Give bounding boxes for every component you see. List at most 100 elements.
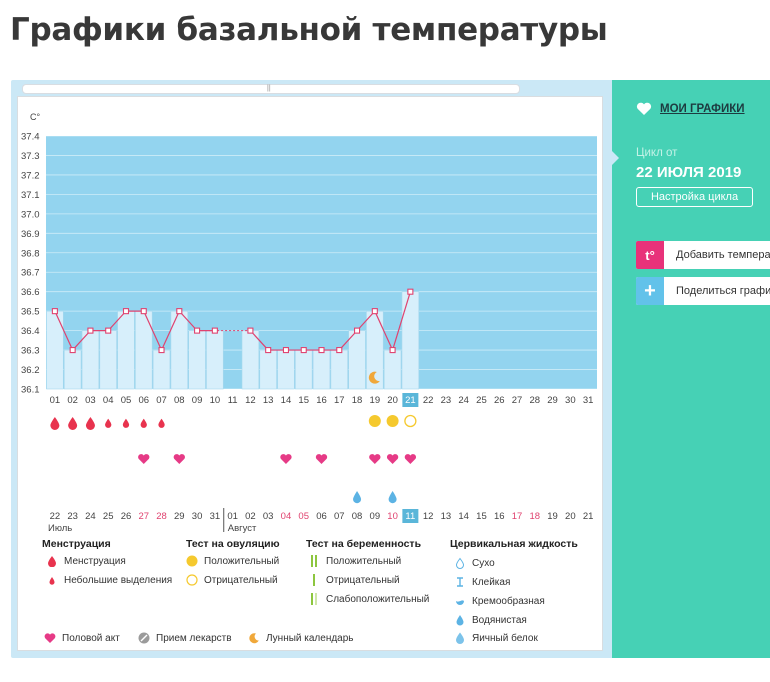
temperature-bar xyxy=(401,291,420,390)
legend-intercourse: Половой акт xyxy=(44,632,120,644)
legend-medication-label: Прием лекарств xyxy=(156,632,232,644)
temperature-bar xyxy=(259,349,277,390)
double-bar-icon xyxy=(311,555,317,567)
day-label: 30 xyxy=(565,395,576,406)
legend-cervical-eggwhite-label: Яичный белок xyxy=(472,632,538,644)
sticky-icon xyxy=(457,577,463,587)
add-temperature-button[interactable]: t° Добавить температуру xyxy=(636,241,770,269)
legend-cervical-creamy-label: Кремообразная xyxy=(472,595,545,607)
scrollbar-grip-icon[interactable]: || xyxy=(267,85,271,92)
plus-icon: + xyxy=(636,277,664,305)
temperature-bar xyxy=(312,349,331,390)
moon-icon xyxy=(368,371,380,384)
day-label: 12 xyxy=(245,395,256,406)
my-charts-link[interactable]: МОИ ГРАФИКИ xyxy=(636,102,745,116)
today-date-highlight xyxy=(402,509,419,523)
date-label: 18 xyxy=(530,511,541,522)
legend-cervical-eggwhite: Яичный белок xyxy=(454,632,538,644)
legend-lunar-label: Лунный календарь xyxy=(266,632,354,644)
temperature-bar xyxy=(241,330,260,390)
temperature-bar xyxy=(117,310,135,390)
date-label: 27 xyxy=(138,511,149,522)
day-label: 20 xyxy=(387,395,398,406)
sidebar-pointer xyxy=(611,150,619,166)
share-chart-button[interactable]: + Поделиться графиком xyxy=(636,277,770,305)
y-tick-label: 36.6 xyxy=(21,287,40,298)
creamy-icon xyxy=(456,600,464,605)
legend-spotting-label: Небольшие выделения xyxy=(64,574,173,586)
legend-pregnancy-negative-label: Отрицательный xyxy=(326,574,400,586)
y-tick-label: 36.3 xyxy=(21,346,40,357)
ovulation-negative-icon xyxy=(404,414,417,428)
day-label: 08 xyxy=(174,395,185,406)
temperature-point xyxy=(353,327,361,334)
legend-ovulation-negative: Отрицательный xyxy=(186,574,278,586)
temperature-point xyxy=(282,347,290,354)
y-tick-label: 36.8 xyxy=(21,248,40,259)
legend-cervical-sticky: Клейкая xyxy=(454,576,510,588)
horizontal-scrollbar[interactable]: || xyxy=(22,84,520,94)
date-label: 31 xyxy=(210,511,221,522)
temperature-point xyxy=(407,288,414,295)
date-label: 07 xyxy=(334,511,345,522)
day-label: 19 xyxy=(370,395,381,406)
temperature-icon: t° xyxy=(636,241,664,269)
day-label: 26 xyxy=(494,395,505,406)
day-label: 25 xyxy=(476,395,487,406)
date-label: 01 xyxy=(227,511,238,522)
cycle-settings-button[interactable]: Настройка цикла xyxy=(636,187,753,207)
date-label: 30 xyxy=(192,511,203,522)
day-label: 05 xyxy=(121,395,132,406)
date-label: 26 xyxy=(121,511,132,522)
temperature-point xyxy=(158,347,165,354)
temperature-bar xyxy=(81,330,100,390)
moon-icon xyxy=(249,633,259,644)
small-blood-drop-icon xyxy=(140,418,147,428)
blood-drop-icon xyxy=(85,417,95,430)
day-label: 11 xyxy=(228,395,238,406)
temperature-point xyxy=(122,308,130,315)
legend-cervical-watery-label: Водянистая xyxy=(472,614,527,626)
temperature-point xyxy=(87,327,94,334)
bbt-chart[interactable]: С° 37.4 37.3 37.2 37.1 37.0 36.9 36.8 36.7 36.6 36… xyxy=(18,97,602,650)
temperature-bar xyxy=(63,349,82,390)
page-title: Графики базальной температуры xyxy=(10,12,608,48)
legend-cervical-watery: Водянистая xyxy=(454,614,527,626)
temperature-point xyxy=(51,308,58,315)
day-label: 17 xyxy=(334,395,345,406)
day-label: 10 xyxy=(210,395,221,406)
date-label: 10 xyxy=(387,511,398,522)
small-blood-drop-icon xyxy=(122,418,130,428)
temperature-bar xyxy=(206,330,224,390)
heart-icon xyxy=(173,454,185,464)
date-label: 20 xyxy=(565,511,576,522)
legend-pregnancy-positive-label: Положительный xyxy=(326,555,402,567)
legend-cervical-sticky-label: Клейкая xyxy=(472,576,511,588)
blood-drop-icon xyxy=(48,556,56,567)
y-tick-label: 36.7 xyxy=(21,268,40,279)
temperature-point xyxy=(176,308,183,315)
y-tick-label: 37.0 xyxy=(21,209,40,220)
day-label: 23 xyxy=(441,395,452,406)
y-tick-label: 37.3 xyxy=(21,151,40,162)
day-label: 01 xyxy=(50,395,61,406)
temperature-line-segment xyxy=(374,310,394,351)
legend-pregnancy-negative: Отрицательный xyxy=(308,574,400,586)
legend-pregnancy-weak-label: Слабоположительный xyxy=(326,593,430,605)
month-label: Июль xyxy=(48,523,72,534)
day-label: 29 xyxy=(547,395,558,406)
date-label: 09 xyxy=(370,511,381,522)
day-label: 15 xyxy=(298,395,309,406)
today-highlight xyxy=(402,393,419,407)
temperature-point xyxy=(105,327,112,334)
temperature-line-segment xyxy=(72,330,91,351)
heart-icon xyxy=(280,454,292,464)
date-label: 19 xyxy=(547,511,558,522)
my-charts-label[interactable]: МОИ ГРАФИКИ xyxy=(660,103,745,115)
temperature-point xyxy=(265,347,272,354)
heart-icon xyxy=(404,454,417,464)
yellow-outline-circle-icon xyxy=(186,574,198,586)
day-label: 16 xyxy=(316,395,327,406)
legend-pregnancy-title: Тест на беременность xyxy=(306,538,422,550)
legend-ovulation-title: Тест на овуляцию xyxy=(186,538,280,550)
